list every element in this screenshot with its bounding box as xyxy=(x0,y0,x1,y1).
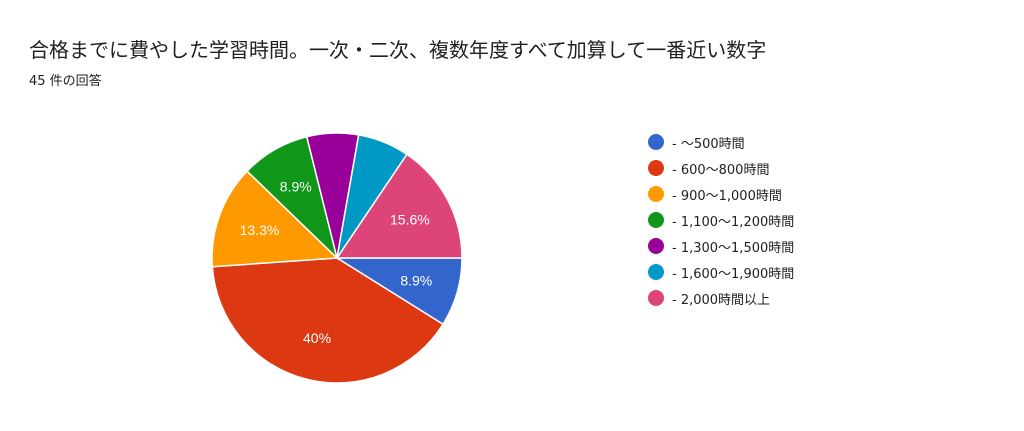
chart-title: 合格までに費やした学習時間。一次・二次、複数年度すべて加算して一番近い数字 xyxy=(29,38,767,62)
legend-swatch xyxy=(648,238,664,254)
legend-label: - 1,100〜1,200時間 xyxy=(672,214,795,230)
legend-label: - 〜500時間 xyxy=(672,136,745,152)
legend-item[interactable]: - 1,600〜1,900時間 xyxy=(648,259,794,285)
legend-item[interactable]: - 900〜1,000時間 xyxy=(648,181,794,207)
legend-item[interactable]: - 〜500時間 xyxy=(648,129,794,155)
slice-label: 8.9% xyxy=(280,179,312,195)
legend-swatch xyxy=(648,290,664,306)
legend-swatch xyxy=(648,264,664,280)
legend-label: - 1,600〜1,900時間 xyxy=(672,266,795,282)
slice-label: 40% xyxy=(303,330,331,346)
legend-label: - 900〜1,000時間 xyxy=(672,188,782,204)
slice-label: 13.3% xyxy=(240,222,280,238)
slice-label: 8.9% xyxy=(400,273,432,289)
legend-item[interactable]: - 2,000時間以上 xyxy=(648,285,794,311)
legend-label: - 600〜800時間 xyxy=(672,162,770,178)
legend-swatch xyxy=(648,212,664,228)
chart-legend: - 〜500時間 - 600〜800時間 - 900〜1,000時間 - 1,100〜… xyxy=(648,129,794,311)
slice-label: 15.6% xyxy=(390,211,430,227)
legend-label: - 2,000時間以上 xyxy=(672,292,771,308)
pie-slice[interactable] xyxy=(335,153,463,259)
pie-slice[interactable] xyxy=(211,170,339,268)
legend-item[interactable]: - 1,100〜1,200時間 xyxy=(648,207,794,233)
legend-item[interactable]: - 600〜800時間 xyxy=(648,155,794,181)
legend-item[interactable]: - 1,300〜1,500時間 xyxy=(648,233,794,259)
legend-swatch xyxy=(648,134,664,150)
legend-swatch xyxy=(648,186,664,202)
legend-swatch xyxy=(648,160,664,176)
pie-slice[interactable] xyxy=(211,257,445,384)
response-count: 45 件の回答 xyxy=(29,74,102,89)
legend-label: - 1,300〜1,500時間 xyxy=(672,240,795,256)
